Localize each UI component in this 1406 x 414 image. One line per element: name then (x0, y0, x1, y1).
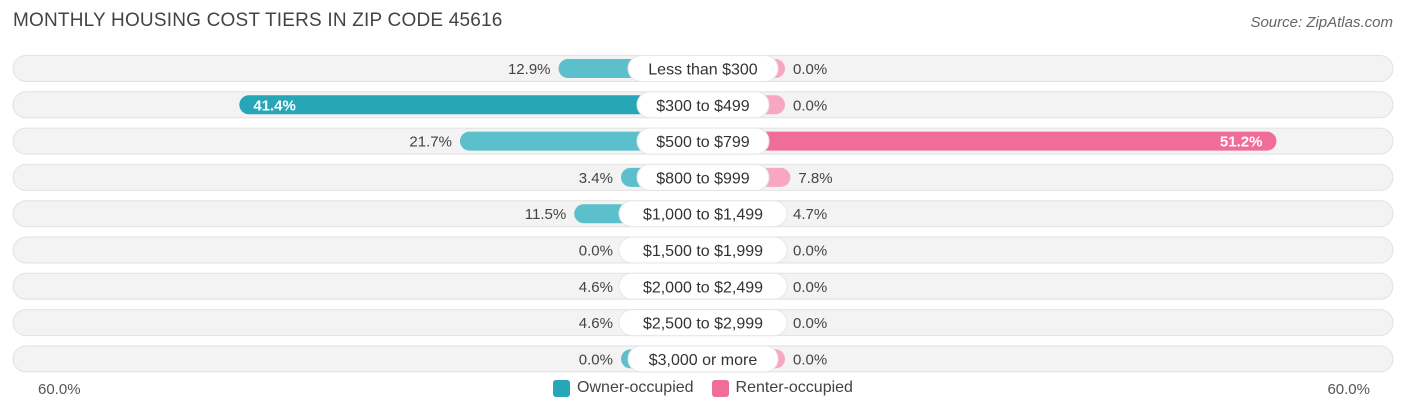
source-credit: Source: ZipAtlas.com (1250, 14, 1393, 31)
owner-value-label: 12.9% (508, 61, 551, 78)
category-pill (636, 127, 770, 155)
owner-value-label: 41.4% (253, 97, 296, 114)
legend: Owner-occupied Renter-occupied (0, 379, 1406, 397)
legend-label-renter: Renter-occupied (735, 379, 853, 396)
category-label: $1,000 to $1,499 (643, 207, 763, 224)
category-pill (618, 272, 788, 300)
axis-label-right: 60.0% (1327, 381, 1370, 398)
owner-value-label: 0.0% (579, 351, 613, 368)
legend-item-owner: Owner-occupied (553, 379, 694, 397)
renter-value-label: 0.0% (793, 351, 827, 368)
category-pill (618, 309, 788, 337)
owner-value-label: 4.6% (579, 279, 613, 296)
renter-value-label: 4.7% (793, 206, 827, 223)
owner-value-label: 4.6% (579, 315, 613, 332)
legend-label-owner: Owner-occupied (577, 379, 694, 396)
renter-value-label: 0.0% (793, 243, 827, 260)
category-label: $3,000 or more (649, 352, 758, 369)
owner-value-label: 21.7% (409, 134, 452, 151)
category-pill (618, 200, 788, 228)
category-pill (636, 91, 770, 119)
category-label: Less than $300 (648, 62, 758, 79)
category-label: $1,500 to $1,999 (643, 243, 763, 260)
axis-label-left: 60.0% (38, 381, 81, 398)
category-label: $800 to $999 (656, 170, 750, 187)
renter-bar (703, 131, 1277, 151)
chart-title: MONTHLY HOUSING COST TIERS IN ZIP CODE 4… (13, 10, 503, 31)
category-pill (618, 236, 788, 264)
legend-item-renter: Renter-occupied (711, 379, 853, 397)
renter-value-label: 0.0% (793, 279, 827, 296)
category-pill (636, 163, 770, 191)
renter-value-label: 0.0% (793, 61, 827, 78)
owner-value-label: 0.0% (579, 243, 613, 260)
renter-value-label: 0.0% (793, 97, 827, 114)
legend-swatch-renter (711, 379, 729, 397)
owner-bar (239, 95, 703, 115)
category-label: $500 to $799 (656, 134, 750, 151)
renter-value-label: 51.2% (1220, 134, 1263, 151)
category-label: $2,500 to $2,999 (643, 316, 763, 333)
category-pill (627, 55, 779, 82)
renter-value-label: 0.0% (793, 315, 827, 332)
owner-value-label: 3.4% (579, 170, 613, 187)
legend-swatch-owner (553, 379, 571, 397)
renter-value-label: 7.8% (798, 170, 832, 187)
category-pill (627, 345, 779, 373)
owner-value-label: 11.5% (525, 206, 566, 223)
category-label: $300 to $499 (656, 98, 750, 115)
category-label: $2,000 to $2,499 (643, 279, 763, 296)
